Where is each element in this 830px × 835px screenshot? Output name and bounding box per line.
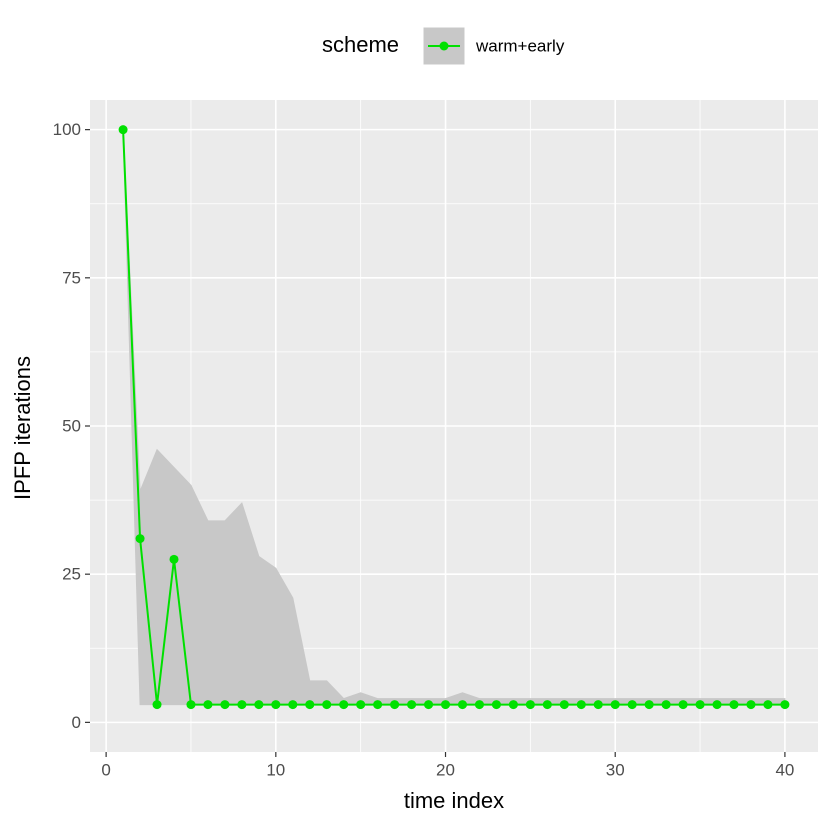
point xyxy=(339,700,349,710)
point xyxy=(593,700,603,710)
point xyxy=(508,700,518,710)
point xyxy=(576,700,586,710)
y-tick-label: 25 xyxy=(62,565,81,584)
legend-point xyxy=(439,41,449,51)
point xyxy=(678,700,688,710)
plot xyxy=(85,100,818,757)
y-axis-title: IPFP iterations xyxy=(10,356,35,500)
point xyxy=(118,125,128,135)
point xyxy=(644,700,654,710)
y-tick-label: 0 xyxy=(72,713,81,732)
point xyxy=(441,700,451,710)
point xyxy=(288,700,298,710)
point xyxy=(763,700,773,710)
x-tick-label: 20 xyxy=(436,760,455,779)
x-tick-label: 30 xyxy=(606,760,625,779)
point xyxy=(390,700,400,710)
line xyxy=(122,129,785,706)
point xyxy=(695,700,705,710)
point xyxy=(491,700,501,710)
point xyxy=(186,700,196,710)
point xyxy=(152,700,162,710)
legend-title: scheme xyxy=(322,32,399,57)
y-tick-label: 50 xyxy=(62,416,81,435)
point xyxy=(457,700,467,710)
legend-label: warm+early xyxy=(475,36,565,55)
point xyxy=(424,700,434,710)
point xyxy=(135,534,145,544)
point xyxy=(474,700,484,710)
point xyxy=(373,700,383,710)
point xyxy=(729,700,739,710)
y-tick-label: 100 xyxy=(53,120,81,139)
x-tick-label: 0 xyxy=(101,760,110,779)
x-tick-label: 10 xyxy=(266,760,285,779)
point xyxy=(542,700,552,710)
point xyxy=(780,700,790,710)
x-axis-title: time index xyxy=(404,788,504,813)
point xyxy=(254,700,264,710)
point xyxy=(610,700,620,710)
point xyxy=(220,700,230,710)
point xyxy=(661,700,671,710)
point xyxy=(407,700,417,710)
point xyxy=(237,700,247,710)
x-tick-label: 40 xyxy=(775,760,794,779)
legend: scheme warm+early xyxy=(322,27,565,65)
point xyxy=(271,700,281,710)
point xyxy=(559,700,569,710)
y-tick-label: 75 xyxy=(62,268,81,287)
point xyxy=(305,700,315,710)
point xyxy=(627,700,637,710)
point xyxy=(356,700,366,710)
point xyxy=(746,700,756,710)
point xyxy=(169,554,179,564)
point xyxy=(712,700,722,710)
point xyxy=(525,700,535,710)
point xyxy=(322,700,332,710)
point xyxy=(203,700,213,710)
